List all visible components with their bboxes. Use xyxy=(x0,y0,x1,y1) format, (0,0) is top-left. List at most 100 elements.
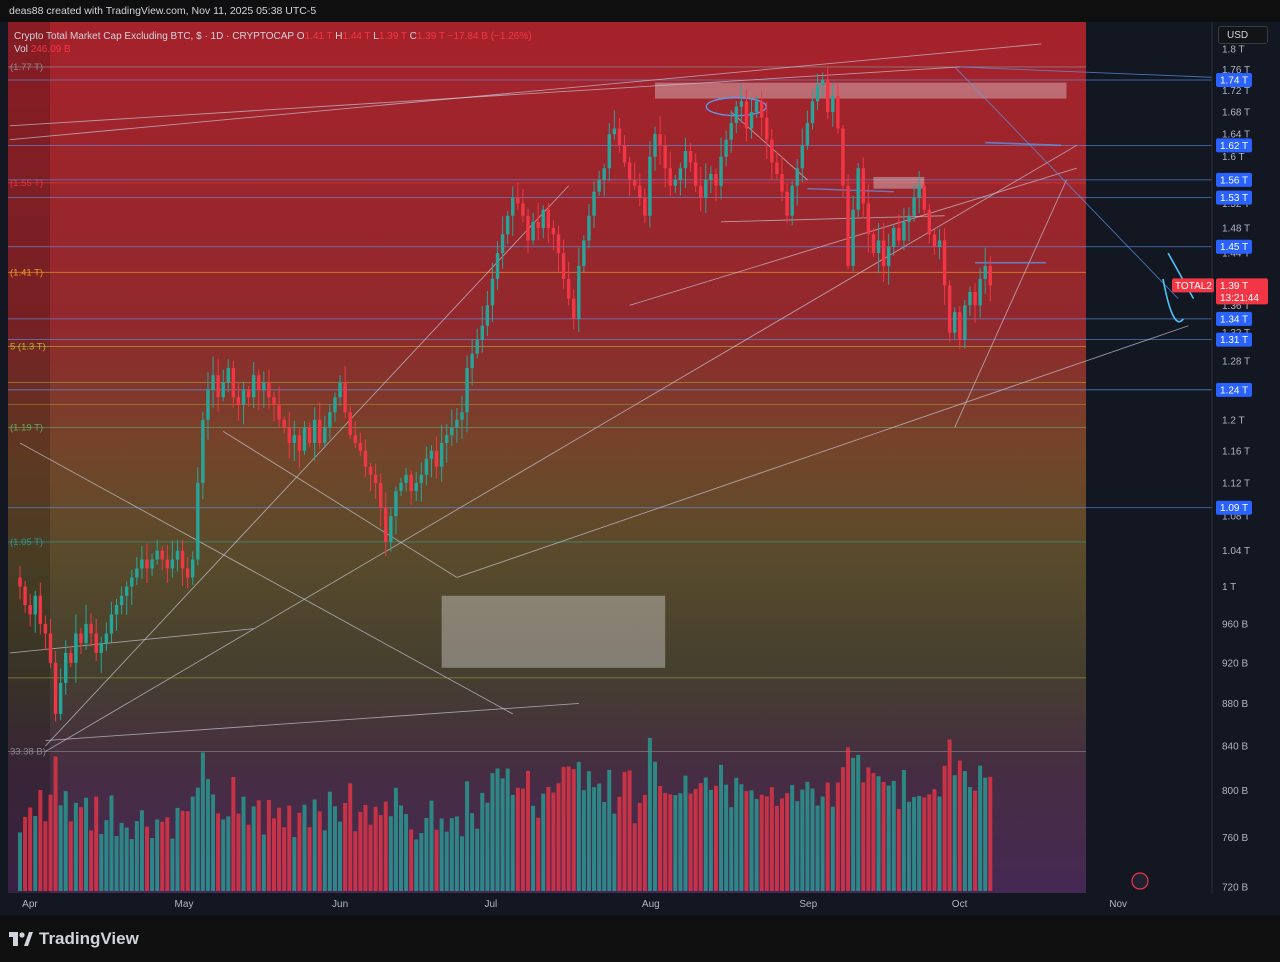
credit-bar: deas88 created with TradingView.com, Nov… xyxy=(0,0,1280,22)
volume-bar xyxy=(825,782,830,891)
volume-bar xyxy=(962,771,967,891)
candle-body xyxy=(353,435,357,443)
candle-body xyxy=(99,643,103,653)
volume-bar xyxy=(251,806,256,891)
volume-bar xyxy=(612,813,617,891)
y-tick-label: 1.76 T xyxy=(1222,65,1250,76)
volume-bar xyxy=(973,790,978,891)
level-badge-label: 1.56 T xyxy=(1220,175,1248,186)
currency-button[interactable]: USD xyxy=(1218,26,1268,44)
volume-bar xyxy=(653,761,657,891)
volume-bar xyxy=(68,821,73,891)
candle-body xyxy=(175,550,180,560)
volume-bar xyxy=(399,805,403,891)
volume-bar xyxy=(18,832,22,891)
candle-body xyxy=(404,474,408,483)
candle-body xyxy=(460,412,464,420)
volume-bar xyxy=(866,767,871,891)
level-badge xyxy=(1216,172,1252,187)
volume-bar xyxy=(546,786,551,891)
volume-bar xyxy=(322,830,327,891)
volume-bar xyxy=(490,773,495,891)
y-tick-label: 1.28 T xyxy=(1222,356,1250,367)
volume-bar xyxy=(663,793,668,891)
high-value: 1.44 T xyxy=(342,31,371,42)
y-tick-label: 880 B xyxy=(1222,699,1248,710)
volume-value: 246.09 B xyxy=(30,44,71,55)
volume-bar xyxy=(739,784,744,891)
candle-body xyxy=(272,397,276,405)
volume-bar xyxy=(480,792,485,891)
volume-bar xyxy=(551,792,556,891)
volume-bar xyxy=(780,798,784,891)
candle-body xyxy=(226,367,230,383)
volume-bar xyxy=(673,795,678,891)
candle-body xyxy=(439,442,444,467)
volume-bar xyxy=(134,821,139,891)
candle-body xyxy=(328,412,332,428)
candle-body xyxy=(826,80,830,113)
candle-body xyxy=(38,595,43,624)
volume-bar xyxy=(241,796,246,891)
volume-bar xyxy=(759,794,764,891)
volume-bar xyxy=(43,821,48,891)
volume-bar xyxy=(236,813,241,891)
candle-body xyxy=(546,209,551,229)
candle-body xyxy=(917,185,921,198)
candle-body xyxy=(231,367,236,398)
volume-bar xyxy=(607,769,612,891)
candle-body xyxy=(312,419,317,443)
candle-body xyxy=(805,123,810,146)
candle-body xyxy=(511,197,515,216)
candle-body xyxy=(765,117,769,140)
candle-body xyxy=(846,185,850,266)
candle-body xyxy=(638,185,642,198)
volume-bar xyxy=(957,760,962,891)
volume-bar xyxy=(967,787,972,891)
y-tick-label: 800 B xyxy=(1222,786,1248,797)
candle-body xyxy=(836,95,840,129)
candle-body xyxy=(470,353,474,368)
volume-bar xyxy=(495,768,500,891)
volume-bar xyxy=(282,827,287,891)
x-tick-label: Jun xyxy=(332,899,348,910)
fib-label-1: (1.55 T) xyxy=(10,178,43,189)
candle-body xyxy=(947,285,952,333)
zone-mid xyxy=(873,176,925,189)
volume-bar xyxy=(805,781,810,891)
trendline-drop-2 xyxy=(19,442,513,715)
level-badge xyxy=(1216,311,1252,326)
candle-body xyxy=(988,265,992,286)
level-badge-label: 1.74 T xyxy=(1220,76,1248,87)
candle-body xyxy=(739,101,744,107)
volume-bar xyxy=(810,788,815,891)
candle-body xyxy=(592,191,596,216)
volume-bar xyxy=(292,837,297,891)
candle-body xyxy=(704,179,708,198)
change-value: −17.84 B (−1.26%) xyxy=(447,31,532,42)
volume-bar xyxy=(353,831,358,891)
volume-bar xyxy=(459,836,464,891)
volume-bar xyxy=(876,776,881,891)
candle-body xyxy=(84,623,88,644)
candle-body xyxy=(241,389,246,405)
y-tick-label: 920 B xyxy=(1222,658,1248,669)
candle-body xyxy=(658,134,662,146)
volume-bar xyxy=(358,811,363,891)
candle-body xyxy=(780,174,784,192)
candle-body xyxy=(384,507,388,542)
candles xyxy=(18,67,992,722)
price-chart[interactable]: (1.77 T) (1.55 T) (1.41 T) 5 (1.3 T) (1.19 T… xyxy=(0,22,1280,915)
tradingview-logo[interactable]: TradingView xyxy=(9,929,139,949)
volume-bar xyxy=(368,824,373,891)
candle-body xyxy=(145,559,149,569)
trendline-flat-3 xyxy=(985,141,1062,147)
volume-bar xyxy=(439,818,444,891)
y-tick-label: 1.2 T xyxy=(1222,415,1245,426)
volume-bar xyxy=(698,783,703,891)
footer-bar: TradingView xyxy=(0,915,1280,962)
volume-bar xyxy=(927,794,932,891)
volume-bar xyxy=(678,793,683,891)
volume-bar xyxy=(409,829,414,891)
candle-body xyxy=(363,450,368,467)
